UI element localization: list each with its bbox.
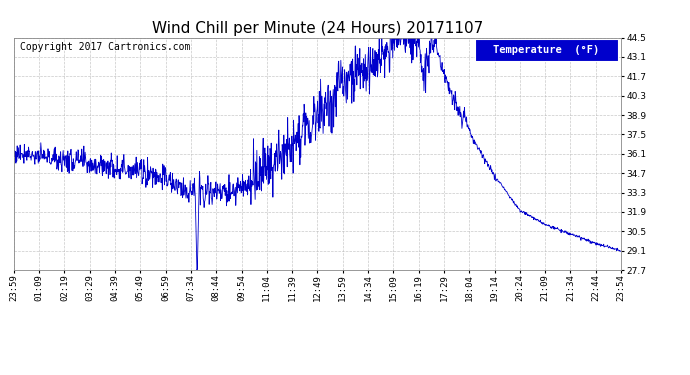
Title: Wind Chill per Minute (24 Hours) 20171107: Wind Chill per Minute (24 Hours) 2017110… [152, 21, 483, 36]
Text: Copyright 2017 Cartronics.com: Copyright 2017 Cartronics.com [20, 42, 190, 52]
